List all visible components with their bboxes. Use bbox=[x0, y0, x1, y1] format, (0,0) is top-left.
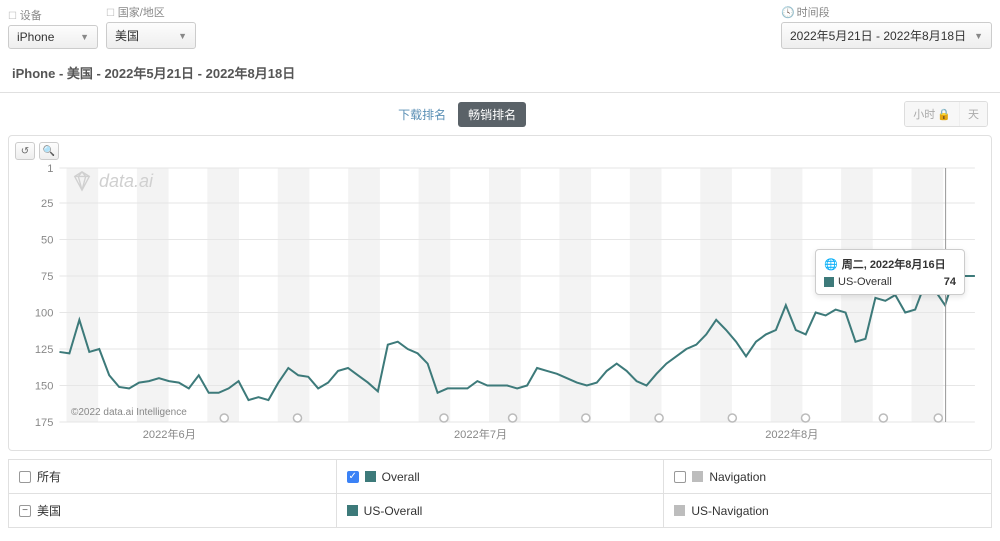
gran-hour-button[interactable]: 小时 🔒 bbox=[905, 102, 959, 126]
legend-label: 所有 bbox=[37, 468, 61, 485]
tab-download-rank[interactable]: 下载排名 bbox=[390, 102, 454, 127]
legend-label: US-Overall bbox=[364, 504, 423, 518]
svg-text:2022年8月: 2022年8月 bbox=[765, 427, 818, 441]
device-value: iPhone bbox=[17, 30, 54, 44]
legend-cell[interactable]: 所有 bbox=[9, 460, 337, 494]
lock-icon: 🔒 bbox=[937, 108, 951, 121]
tooltip-swatch bbox=[824, 277, 834, 287]
collapse-toggle[interactable]: − bbox=[19, 505, 31, 517]
page-subtitle: iPhone - 美国 - 2022年5月21日 - 2022年8月18日 bbox=[0, 53, 1000, 93]
legend-table: 所有 ✓ Overall Navigation −美国 US-Overall US-Navi… bbox=[8, 459, 992, 528]
svg-text:1: 1 bbox=[47, 164, 53, 175]
svg-text:2022年7月: 2022年7月 bbox=[454, 427, 507, 441]
tab-bar: 下载排名 畅销排名 小时 🔒 天 bbox=[0, 93, 1000, 135]
chevron-down-icon: ▼ bbox=[178, 31, 187, 41]
svg-text:100: 100 bbox=[35, 308, 54, 320]
legend-cell[interactable]: −美国 bbox=[9, 494, 337, 527]
granularity-toggle: 小时 🔒 天 bbox=[904, 101, 988, 127]
series-swatch bbox=[347, 505, 358, 516]
svg-text:125: 125 bbox=[35, 344, 54, 356]
chart-toolbar: ↺ 🔍 bbox=[15, 142, 985, 160]
svg-text:175: 175 bbox=[35, 417, 54, 429]
device-dropdown[interactable]: iPhone ▼ bbox=[8, 25, 98, 49]
diamond-icon bbox=[71, 170, 93, 192]
series-swatch bbox=[692, 471, 703, 482]
clock-icon: 🕓 bbox=[781, 7, 795, 19]
series-swatch bbox=[365, 471, 376, 482]
globe-icon: 🌐 bbox=[824, 258, 838, 271]
filter-country: 国家/地区 美国 ▼ bbox=[106, 4, 196, 49]
legend-label: Navigation bbox=[709, 470, 766, 484]
tab-grossing-rank[interactable]: 畅销排名 bbox=[458, 102, 526, 127]
filter-country-label: 国家/地区 bbox=[106, 4, 196, 20]
filter-bar: 设备 iPhone ▼ 国家/地区 美国 ▼ 🕓时间段 2022年5月21日 -… bbox=[0, 0, 1000, 53]
chevron-down-icon: ▼ bbox=[80, 32, 89, 42]
watermark: data.ai bbox=[71, 170, 153, 192]
chevron-down-icon: ▼ bbox=[974, 31, 983, 41]
reset-zoom-button[interactable]: ↺ bbox=[15, 142, 35, 160]
svg-text:50: 50 bbox=[41, 235, 53, 247]
filter-period: 🕓时间段 2022年5月21日 - 2022年8月18日 ▼ bbox=[781, 4, 992, 49]
tooltip-value: 74 bbox=[944, 276, 956, 288]
legend-cell[interactable]: Navigation bbox=[664, 460, 991, 494]
chart-svg: 12550751001251501752022年6月2022年7月2022年8月 bbox=[15, 164, 985, 444]
filter-device: 设备 iPhone ▼ bbox=[8, 7, 98, 49]
legend-cell[interactable]: US-Overall bbox=[337, 494, 665, 527]
tooltip-series: US-Overall bbox=[838, 276, 892, 288]
rank-chart[interactable]: data.ai ©2022 data.ai Intelligence 12550… bbox=[15, 164, 985, 444]
country-value: 美国 bbox=[115, 27, 139, 44]
legend-label: 美国 bbox=[37, 502, 61, 519]
checkbox[interactable]: ✓ bbox=[347, 471, 359, 483]
gran-day-button[interactable]: 天 bbox=[959, 102, 987, 126]
filter-device-label: 设备 bbox=[8, 7, 98, 23]
svg-text:2022年6月: 2022年6月 bbox=[143, 427, 196, 441]
svg-text:150: 150 bbox=[35, 381, 54, 393]
series-swatch bbox=[674, 505, 685, 516]
period-dropdown[interactable]: 2022年5月21日 - 2022年8月18日 ▼ bbox=[781, 22, 992, 49]
legend-label: Overall bbox=[382, 470, 420, 484]
chart-tooltip: 🌐 周二, 2022年8月16日 US-Overall 74 bbox=[815, 249, 965, 295]
checkbox[interactable] bbox=[19, 471, 31, 483]
svg-text:75: 75 bbox=[41, 271, 53, 283]
copyright: ©2022 data.ai Intelligence bbox=[71, 407, 187, 418]
tooltip-date: 周二, 2022年8月16日 bbox=[842, 256, 946, 272]
legend-cell[interactable]: ✓ Overall bbox=[337, 460, 665, 494]
checkbox[interactable] bbox=[674, 471, 686, 483]
svg-text:25: 25 bbox=[41, 198, 53, 210]
country-dropdown[interactable]: 美国 ▼ bbox=[106, 22, 196, 49]
zoom-button[interactable]: 🔍 bbox=[39, 142, 59, 160]
filter-period-label: 🕓时间段 bbox=[781, 4, 992, 20]
period-value: 2022年5月21日 - 2022年8月18日 bbox=[790, 27, 966, 44]
legend-label: US-Navigation bbox=[691, 504, 768, 518]
chart-container: ↺ 🔍 data.ai ©2022 data.ai Intelligence 1… bbox=[8, 135, 992, 451]
legend-cell[interactable]: US-Navigation bbox=[664, 494, 991, 527]
